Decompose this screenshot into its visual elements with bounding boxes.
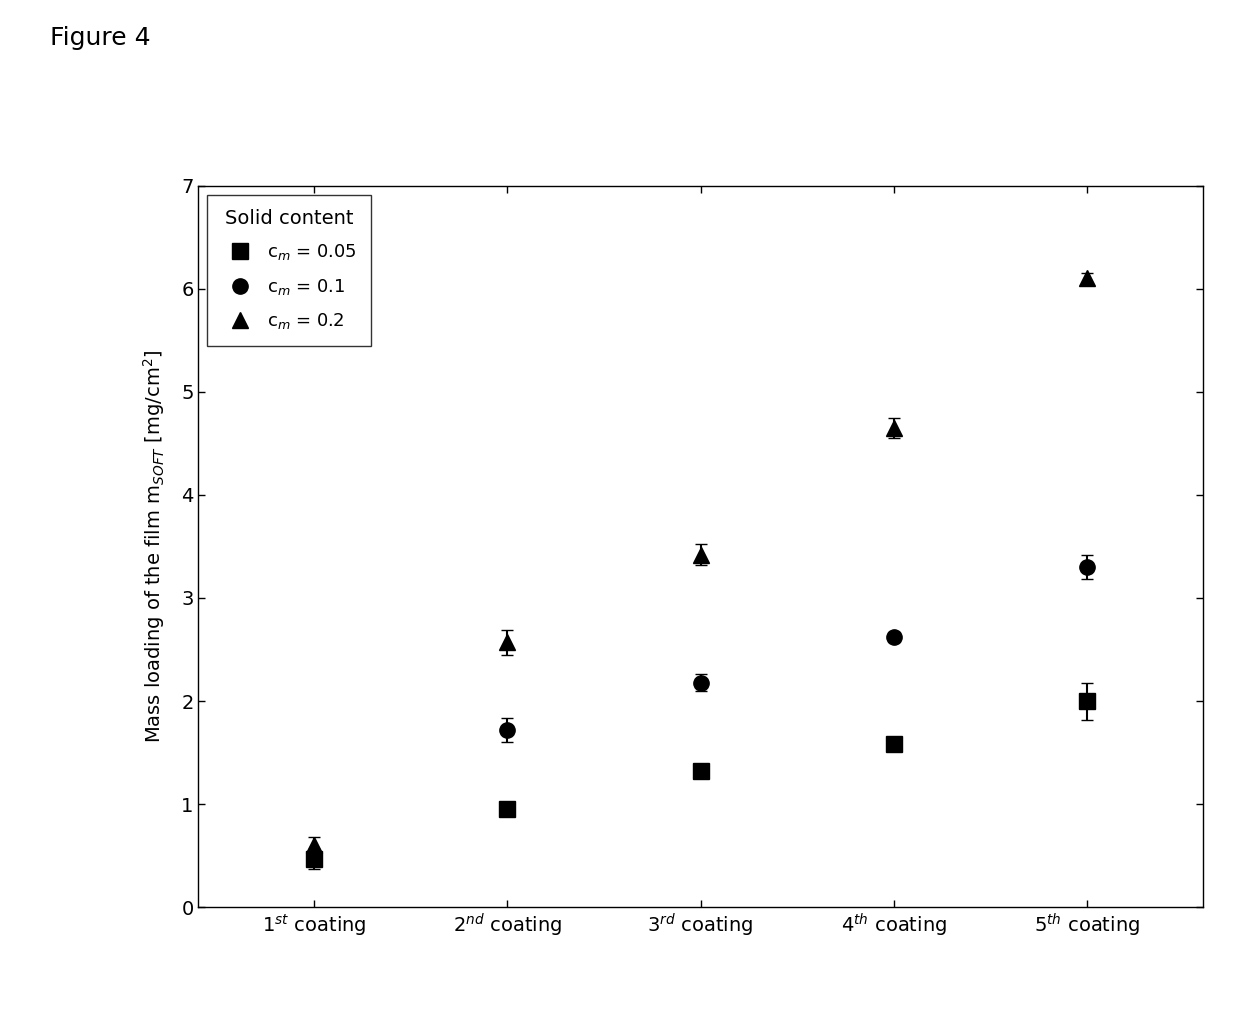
Text: Figure 4: Figure 4 bbox=[50, 26, 150, 49]
Legend: c$_m$ = 0.05, c$_m$ = 0.1, c$_m$ = 0.2: c$_m$ = 0.05, c$_m$ = 0.1, c$_m$ = 0.2 bbox=[207, 195, 371, 345]
Y-axis label: Mass loading of the film m$_{SOFT}$ [mg/cm$^2$]: Mass loading of the film m$_{SOFT}$ [mg/… bbox=[141, 350, 167, 743]
